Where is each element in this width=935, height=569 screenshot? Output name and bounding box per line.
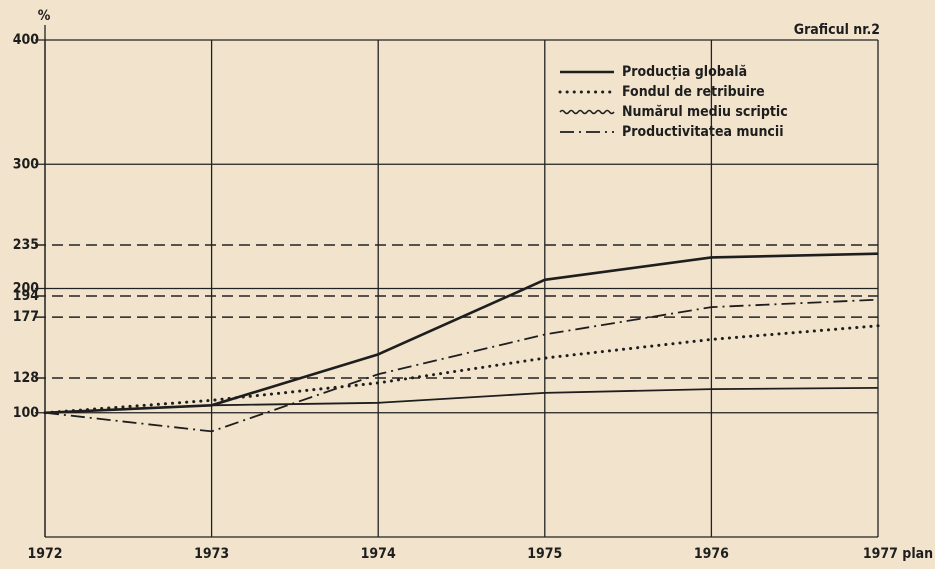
series-line (44, 298, 879, 433)
y-tick-label: 177 (13, 309, 39, 325)
legend-swatch (559, 109, 615, 115)
x-tick-label: 1975 (527, 546, 562, 562)
legend-label: Producția globală (622, 64, 747, 80)
legend: Producția globală Fondul de retribuire Num… (558, 64, 788, 140)
x-tick-label: 1973 (194, 546, 229, 562)
series-line (43, 324, 880, 415)
legend-label: Productivitatea muncii (622, 124, 784, 140)
y-axis-label: % (38, 8, 51, 24)
y-tick-label: 100 (13, 405, 40, 421)
y-tick-label: 300 (13, 156, 40, 172)
y-tick-label: 235 (13, 237, 39, 253)
y-tick-label: 400 (13, 32, 40, 48)
legend-label: Numărul mediu scriptic (622, 104, 788, 120)
chart-title: Graficul nr.2 (794, 22, 880, 38)
x-tick-label: 1972 (27, 546, 62, 562)
x-tick-label: 1976 (694, 546, 729, 562)
x-tick-label: 1977 plan (863, 546, 933, 562)
y-tick-label: 200 (13, 281, 40, 297)
y-tick-label: 128 (13, 370, 39, 386)
series-line (44, 387, 879, 414)
y-tick-label: 194 (13, 288, 40, 304)
legend-label: Fondul de retribuire (622, 84, 765, 100)
x-tick-label: 1974 (361, 546, 396, 562)
